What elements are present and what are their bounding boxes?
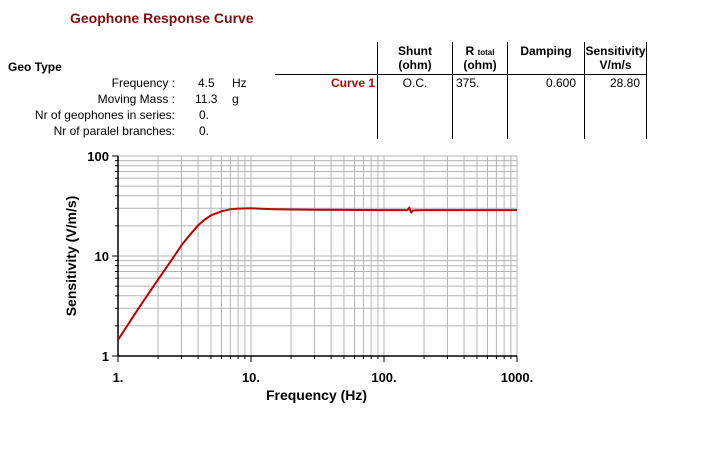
rtotal-header-line1: R total: [465, 44, 495, 58]
moving-mass-unit: g: [232, 92, 239, 106]
table-divider: [584, 42, 585, 139]
parallel-branches-label: Nr of paralel branches:: [53, 124, 175, 138]
damping-value: 0.600: [545, 76, 576, 90]
sensitivity-curve-line: [117, 206, 517, 341]
x-tick-label: 1.: [113, 370, 124, 385]
shunt-header: Shunt (ohm): [378, 44, 452, 72]
x-axis-label: Frequency (Hz): [266, 387, 367, 403]
table-divider: [452, 42, 453, 139]
frequency-unit: Hz: [232, 76, 247, 90]
table-divider: [507, 42, 508, 139]
x-tick-label: 10.: [242, 370, 260, 385]
frequency-value: 4.5: [198, 76, 215, 90]
rtotal-header-line2: (ohm): [463, 58, 497, 72]
rtotal-value: 375.: [456, 76, 480, 90]
y-tick-label: 10: [95, 249, 109, 264]
shunt-header-line2: (ohm): [398, 58, 432, 72]
sensitivity-header-line1: Sensitivity: [585, 44, 646, 58]
y-tick-label: 1: [102, 349, 109, 364]
x-tick-label: 1000.: [501, 370, 534, 385]
table-header-divider: [275, 74, 647, 75]
geo-type-label: Geo Type: [8, 60, 62, 74]
table-divider: [377, 42, 378, 139]
geophones-series-value: 0.: [199, 108, 210, 122]
shunt-header-line1: Shunt: [398, 44, 432, 58]
frequency-label: Frequency :: [111, 76, 175, 90]
moving-mass-label: Moving Mass :: [97, 92, 175, 106]
table-divider: [646, 42, 647, 139]
parallel-branches-value: 0.: [199, 124, 210, 138]
moving-mass-value: 11.3: [195, 92, 218, 106]
damping-header-line1: Damping: [520, 44, 572, 58]
geophones-series-label: Nr of geophones in series:: [34, 108, 175, 122]
chart-title: Geophone Response Curve: [70, 10, 254, 26]
damping-header: Damping: [508, 44, 584, 58]
sensitivity-value: 28.80: [609, 76, 640, 90]
x-tick-label: 100.: [371, 370, 396, 385]
curve-1-label: Curve 1: [331, 76, 376, 90]
y-tick-label: 100: [87, 149, 109, 164]
shunt-value: O.C.: [402, 76, 428, 90]
rtotal-header: R total (ohm): [453, 44, 507, 72]
sensitivity-header-line2: V/m/s: [599, 58, 632, 72]
sensitivity-header: Sensitivity V/m/s: [585, 44, 646, 72]
y-axis-label: Sensitivity (V/m/s): [63, 196, 79, 317]
